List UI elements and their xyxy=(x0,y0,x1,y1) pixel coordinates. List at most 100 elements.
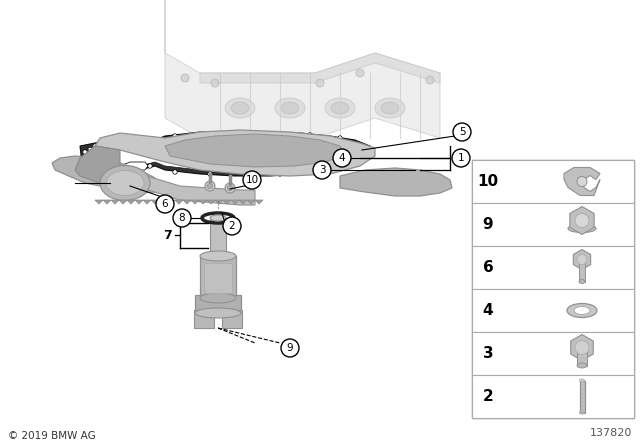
Bar xyxy=(472,160,634,418)
Polygon shape xyxy=(231,200,239,204)
Polygon shape xyxy=(239,200,247,204)
Bar xyxy=(200,256,236,298)
Polygon shape xyxy=(340,168,452,196)
Circle shape xyxy=(173,134,177,138)
Ellipse shape xyxy=(210,215,226,221)
Circle shape xyxy=(356,69,364,77)
Bar xyxy=(472,375,634,418)
Polygon shape xyxy=(200,53,440,83)
Circle shape xyxy=(333,149,351,167)
Circle shape xyxy=(308,168,312,172)
Ellipse shape xyxy=(195,308,241,318)
Bar xyxy=(222,310,242,328)
Circle shape xyxy=(205,181,215,191)
Text: 6: 6 xyxy=(162,199,168,209)
Bar xyxy=(579,380,584,413)
Polygon shape xyxy=(564,168,600,195)
Circle shape xyxy=(316,79,324,87)
Text: 2: 2 xyxy=(228,221,236,231)
Circle shape xyxy=(243,132,247,136)
Text: 9: 9 xyxy=(483,217,493,232)
Text: 9: 9 xyxy=(287,343,293,353)
Polygon shape xyxy=(191,200,199,204)
Circle shape xyxy=(243,173,247,177)
Circle shape xyxy=(208,132,212,136)
Ellipse shape xyxy=(325,98,355,118)
Polygon shape xyxy=(111,200,119,204)
Ellipse shape xyxy=(106,171,144,195)
Ellipse shape xyxy=(225,98,255,118)
Polygon shape xyxy=(52,156,160,193)
Circle shape xyxy=(278,132,282,136)
Bar xyxy=(577,348,587,366)
Ellipse shape xyxy=(375,98,405,118)
Polygon shape xyxy=(103,200,111,204)
Polygon shape xyxy=(167,200,175,204)
Text: 7: 7 xyxy=(163,228,172,241)
Text: 4: 4 xyxy=(483,303,493,318)
Polygon shape xyxy=(127,200,135,204)
Polygon shape xyxy=(95,200,103,204)
Polygon shape xyxy=(223,200,231,204)
Polygon shape xyxy=(183,200,191,204)
Bar xyxy=(579,259,585,281)
Polygon shape xyxy=(165,0,440,138)
Ellipse shape xyxy=(200,251,236,261)
Ellipse shape xyxy=(577,363,587,368)
Circle shape xyxy=(83,150,87,154)
Circle shape xyxy=(426,76,434,84)
Polygon shape xyxy=(199,200,207,204)
Circle shape xyxy=(575,214,589,228)
Bar xyxy=(472,246,634,289)
Polygon shape xyxy=(135,200,143,204)
Text: 3: 3 xyxy=(483,346,493,361)
Polygon shape xyxy=(95,130,375,176)
Circle shape xyxy=(211,79,219,87)
Circle shape xyxy=(93,144,97,148)
Circle shape xyxy=(225,183,235,193)
Circle shape xyxy=(452,149,470,167)
Text: 6: 6 xyxy=(483,260,493,275)
Circle shape xyxy=(156,195,174,213)
Polygon shape xyxy=(110,168,255,205)
Circle shape xyxy=(281,339,299,357)
Circle shape xyxy=(207,184,212,189)
Polygon shape xyxy=(88,136,362,172)
Polygon shape xyxy=(80,132,372,176)
Ellipse shape xyxy=(231,102,249,114)
Circle shape xyxy=(453,123,471,141)
Ellipse shape xyxy=(579,280,585,284)
Bar xyxy=(204,263,232,293)
Bar xyxy=(210,218,226,256)
Ellipse shape xyxy=(567,303,597,318)
Text: 1: 1 xyxy=(458,153,464,163)
Circle shape xyxy=(338,162,342,166)
Polygon shape xyxy=(207,200,215,204)
Circle shape xyxy=(313,161,331,179)
Circle shape xyxy=(358,152,362,156)
Bar xyxy=(472,203,634,246)
Circle shape xyxy=(577,177,587,186)
Polygon shape xyxy=(159,200,167,204)
Text: © 2019 BMW AG: © 2019 BMW AG xyxy=(8,431,96,441)
Circle shape xyxy=(181,74,189,82)
Circle shape xyxy=(227,185,232,190)
Circle shape xyxy=(243,171,261,189)
Text: 5: 5 xyxy=(459,127,465,137)
Polygon shape xyxy=(143,200,151,204)
Polygon shape xyxy=(75,146,120,188)
Bar xyxy=(472,160,634,203)
Circle shape xyxy=(208,172,212,176)
Circle shape xyxy=(223,217,241,235)
Text: 8: 8 xyxy=(179,213,186,223)
Ellipse shape xyxy=(568,224,596,233)
Text: 4: 4 xyxy=(339,153,346,163)
Ellipse shape xyxy=(579,411,584,414)
Ellipse shape xyxy=(579,379,584,382)
Text: 137820: 137820 xyxy=(589,428,632,438)
Circle shape xyxy=(278,172,282,176)
Circle shape xyxy=(113,140,117,144)
Text: 2: 2 xyxy=(483,389,493,404)
Polygon shape xyxy=(305,158,338,166)
Circle shape xyxy=(93,154,97,158)
